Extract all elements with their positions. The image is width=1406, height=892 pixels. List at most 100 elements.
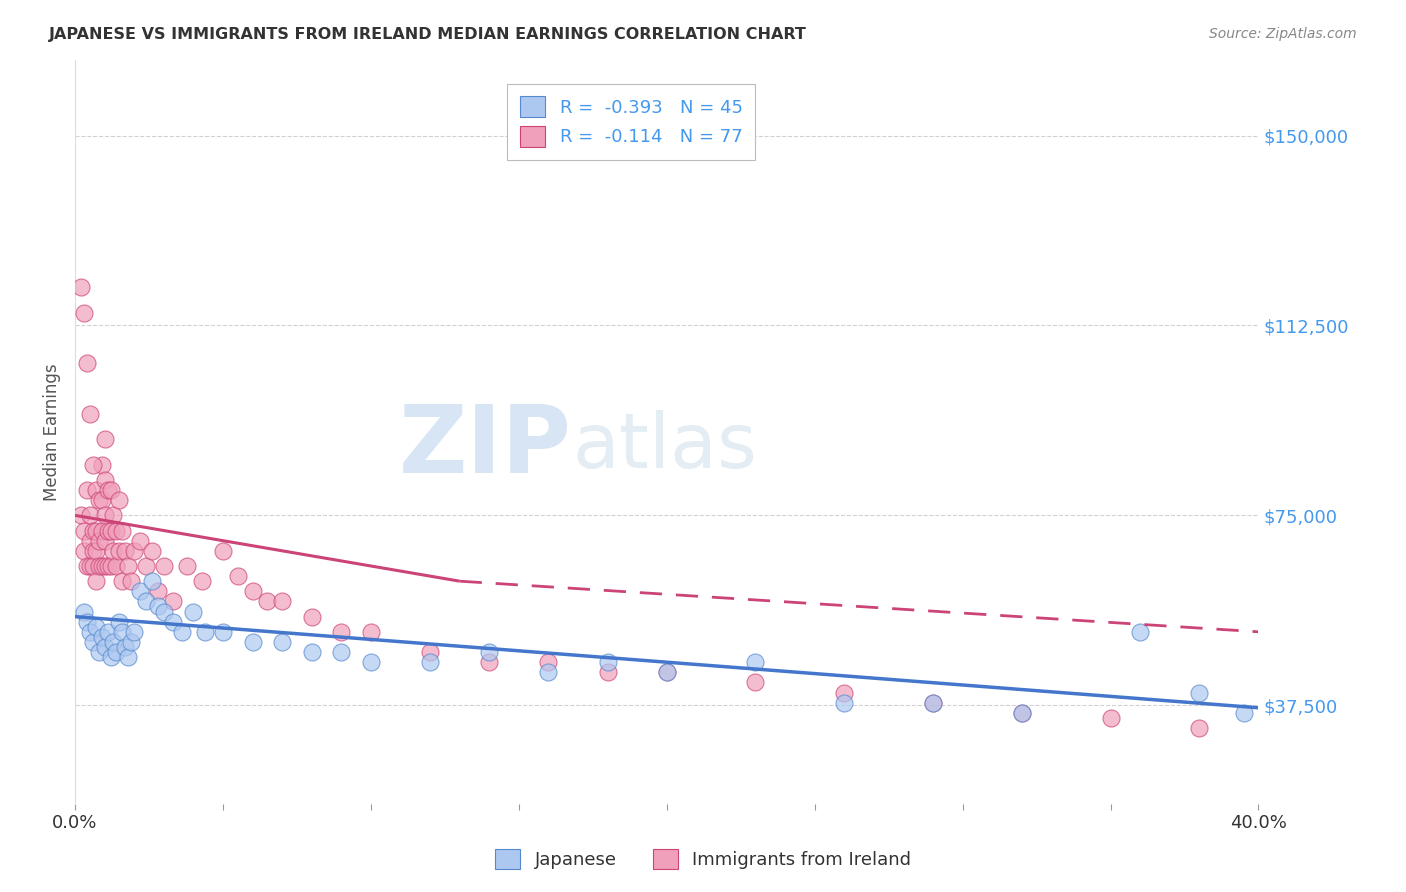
Text: atlas: atlas <box>572 409 756 483</box>
Point <box>1188 721 1211 735</box>
Point <box>84 524 107 538</box>
Point <box>537 665 560 680</box>
Point <box>120 574 142 589</box>
Point <box>146 599 169 614</box>
Point <box>84 483 107 497</box>
Point <box>478 655 501 669</box>
Point <box>135 594 157 608</box>
Point <box>152 605 174 619</box>
Point <box>744 655 766 669</box>
Point <box>76 483 98 497</box>
Point <box>226 569 249 583</box>
Point <box>114 543 136 558</box>
Point <box>70 508 93 523</box>
Point <box>330 645 353 659</box>
Point <box>82 524 104 538</box>
Point <box>1188 685 1211 699</box>
Point <box>744 675 766 690</box>
Point <box>176 559 198 574</box>
Point <box>84 543 107 558</box>
Point <box>271 594 294 608</box>
Point <box>100 559 122 574</box>
Point <box>832 685 855 699</box>
Point <box>82 559 104 574</box>
Point <box>120 635 142 649</box>
Point <box>100 483 122 497</box>
Point <box>596 655 619 669</box>
Point <box>96 559 118 574</box>
Point <box>96 483 118 497</box>
Point <box>73 543 96 558</box>
Point <box>73 306 96 320</box>
Point <box>212 543 235 558</box>
Point <box>117 559 139 574</box>
Point <box>194 624 217 639</box>
Point <box>537 655 560 669</box>
Point <box>655 665 678 680</box>
Point <box>360 624 382 639</box>
Point <box>105 645 128 659</box>
Point <box>103 543 125 558</box>
Point <box>76 615 98 629</box>
Point <box>96 624 118 639</box>
Point <box>114 640 136 654</box>
Point <box>93 433 115 447</box>
Point <box>93 640 115 654</box>
Point <box>271 635 294 649</box>
Point <box>90 493 112 508</box>
Point <box>73 524 96 538</box>
Point <box>122 543 145 558</box>
Point <box>1129 624 1152 639</box>
Point <box>76 356 98 370</box>
Point <box>90 559 112 574</box>
Point <box>242 635 264 649</box>
Point <box>87 559 110 574</box>
Text: JAPANESE VS IMMIGRANTS FROM IRELAND MEDIAN EARNINGS CORRELATION CHART: JAPANESE VS IMMIGRANTS FROM IRELAND MEDI… <box>49 27 807 42</box>
Point <box>82 543 104 558</box>
Point <box>419 645 441 659</box>
Point <box>330 624 353 639</box>
Point <box>129 584 152 599</box>
Point <box>141 574 163 589</box>
Point <box>108 543 131 558</box>
Point <box>212 624 235 639</box>
Point <box>79 508 101 523</box>
Legend: R =  -0.393   N = 45, R =  -0.114   N = 77: R = -0.393 N = 45, R = -0.114 N = 77 <box>508 84 755 160</box>
Point <box>111 524 134 538</box>
Point <box>93 508 115 523</box>
Text: ZIP: ZIP <box>399 401 572 492</box>
Point <box>129 533 152 548</box>
Point <box>170 624 193 639</box>
Point <box>191 574 214 589</box>
Point <box>70 280 93 294</box>
Point <box>655 665 678 680</box>
Point <box>103 635 125 649</box>
Point <box>360 655 382 669</box>
Point <box>922 696 945 710</box>
Point <box>93 559 115 574</box>
Point <box>100 524 122 538</box>
Legend: Japanese, Immigrants from Ireland: Japanese, Immigrants from Ireland <box>485 839 921 879</box>
Point <box>478 645 501 659</box>
Point <box>105 524 128 538</box>
Point <box>111 624 134 639</box>
Point <box>117 650 139 665</box>
Point <box>1233 706 1256 720</box>
Point <box>301 645 323 659</box>
Point <box>82 635 104 649</box>
Point <box>79 533 101 548</box>
Point <box>93 473 115 487</box>
Text: Source: ZipAtlas.com: Source: ZipAtlas.com <box>1209 27 1357 41</box>
Point <box>87 533 110 548</box>
Point <box>183 605 205 619</box>
Point <box>596 665 619 680</box>
Point <box>103 508 125 523</box>
Point <box>111 574 134 589</box>
Point <box>87 493 110 508</box>
Point <box>922 696 945 710</box>
Point <box>84 574 107 589</box>
Point <box>1011 706 1033 720</box>
Point <box>1011 706 1033 720</box>
Point <box>141 543 163 558</box>
Point <box>90 630 112 644</box>
